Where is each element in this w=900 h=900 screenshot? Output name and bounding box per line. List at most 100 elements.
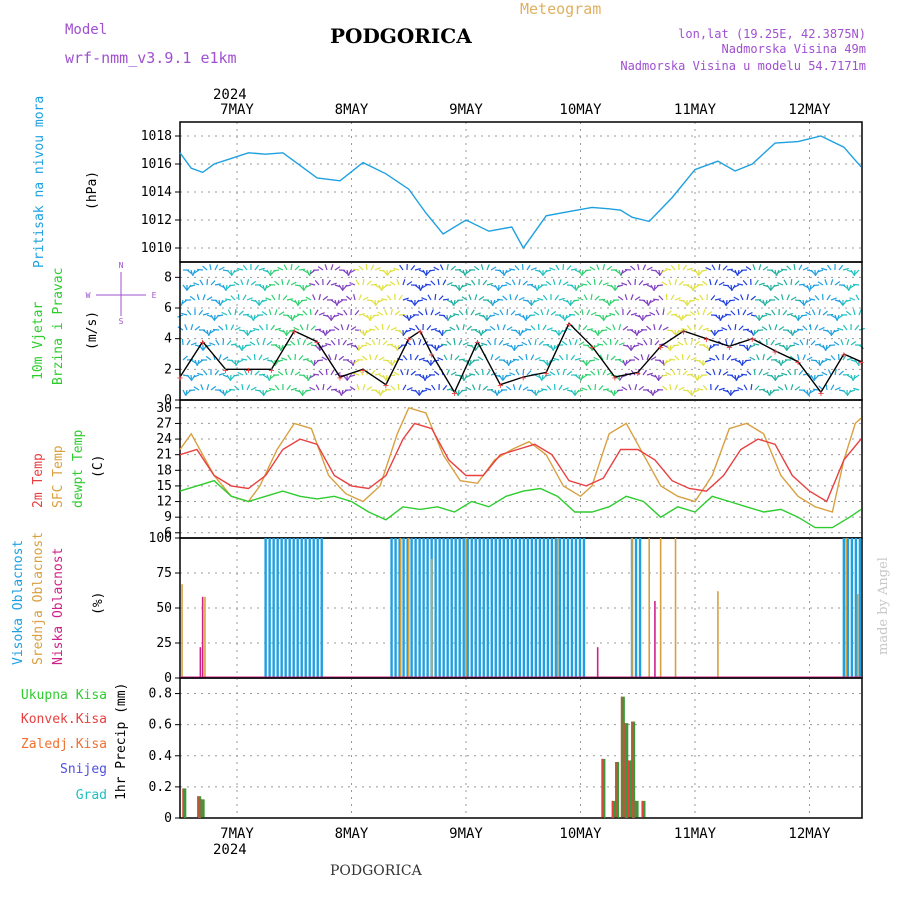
- wind-arrow-mark: [326, 314, 332, 321]
- cloud-ylabel-mid: Srednja Oblacnost: [31, 532, 46, 665]
- wind-arrow-mark: [237, 371, 244, 376]
- wind-arrow-mark: [382, 340, 388, 346]
- compass-east: E: [152, 291, 157, 300]
- wind-arrow-mark: [842, 389, 848, 395]
- wind-arrow-mark: [225, 323, 228, 331]
- cloud-ylabel-high: Visoka Oblacnost: [11, 540, 26, 665]
- wind-arrow-mark: [587, 384, 592, 391]
- wind-arrow-mark: [290, 340, 296, 346]
- wind-arrow-mark: [825, 383, 828, 391]
- wind-arrow-mark: [633, 355, 640, 361]
- wind-arrow-mark: [558, 314, 565, 320]
- wind-arrow-mark: [321, 344, 328, 348]
- wind-arrow-mark: [638, 314, 643, 321]
- wind-arrow-mark: [806, 284, 811, 291]
- wind-arrow-mark: [384, 388, 392, 391]
- wind-arrow-mark: [349, 374, 356, 378]
- wind-arrow-mark: [662, 385, 668, 391]
- wind-arrow-mark: [754, 385, 760, 391]
- wind-arrow-mark: [730, 284, 733, 292]
- wind-arrow-mark: [709, 357, 716, 361]
- wind-arrow-mark: [330, 388, 338, 391]
- wind-arrow-mark: [562, 263, 565, 271]
- wind-arrow-mark: [358, 329, 364, 335]
- wind-arrow-mark: [602, 340, 608, 346]
- wind-arrow-mark: [302, 339, 307, 346]
- wind-arrow-mark: [306, 341, 313, 346]
- wind-arrow-mark: [374, 299, 377, 307]
- wind-arrow-mark: [737, 308, 740, 316]
- wind-arrow-mark: [624, 359, 628, 366]
- wind-arrow-mark: [531, 299, 536, 306]
- wind-arrow-mark: [514, 265, 520, 271]
- wind-arrow-mark: [446, 299, 453, 304]
- wind-arrow-mark: [777, 386, 784, 391]
- wind-arrow-mark: [602, 314, 605, 322]
- wind-arrow-mark: [518, 355, 524, 361]
- wind-arrow-mark: [450, 299, 455, 306]
- wind-arrow-mark: [799, 339, 804, 346]
- wind-arrow-mark: [214, 264, 219, 271]
- wind-arrow-mark: [558, 279, 562, 286]
- wind-arrow-mark: [226, 340, 232, 346]
- wind-arrow-mark: [787, 369, 792, 376]
- series-line: [179, 479, 862, 529]
- wind-arrow-mark: [702, 280, 708, 286]
- wind-arrow-mark: [209, 263, 212, 271]
- wind-panel: 0 2 4 6 8 + + + + + + + + + + + + + + + + + + + + + + + + + + + + + + + +: [164, 261, 865, 408]
- wind-arrow-mark: [253, 353, 256, 361]
- wind-arrow-mark: [303, 284, 308, 291]
- wind-arrow-mark: [733, 296, 740, 301]
- wind-arrow-mark: [181, 312, 188, 316]
- wind-arrow-mark: [674, 279, 678, 286]
- wind-arrow-mark: [568, 313, 576, 316]
- wind-arrow-mark: [342, 339, 347, 346]
- wind-arrow-mark: [715, 354, 720, 361]
- wind-arrow-mark: [817, 269, 824, 273]
- wind-arrow-mark: [293, 326, 300, 331]
- wind-arrow-mark: [724, 313, 732, 316]
- wind-arrow-mark: [368, 328, 376, 331]
- wind-arrow-mark: [190, 359, 197, 364]
- wind-arrow-mark: [750, 383, 753, 391]
- wind-arrow-mark: [394, 310, 400, 316]
- wind-arrow-mark: [805, 311, 812, 316]
- wind-arrow-mark: [577, 284, 584, 289]
- wind-arrow-mark: [258, 284, 265, 290]
- wind-arrow-mark: [465, 269, 472, 275]
- wind-arrow-mark: [281, 279, 284, 286]
- wind-arrow-mark: [346, 269, 349, 276]
- wind-arrow-mark: [346, 324, 350, 331]
- wind-arrow-mark: [582, 325, 588, 331]
- wind-arrow-mark: [393, 371, 400, 376]
- wind-arrow-mark: [509, 372, 516, 376]
- wind-arrow-mark: [758, 264, 762, 271]
- wind-speed-marker: +: [245, 365, 251, 376]
- wind-arrow-mark: [819, 359, 824, 366]
- wind-arrow-mark: [458, 358, 466, 361]
- wind-arrow-mark: [678, 386, 685, 391]
- wind-arrow-mark: [653, 389, 660, 394]
- wind-arrow-mark: [419, 389, 424, 396]
- wind-arrow-mark: [437, 357, 444, 361]
- wind-arrow-mark: [489, 314, 496, 318]
- top-day-label: 10MAY: [559, 102, 602, 118]
- wind-arrow-mark: [403, 329, 408, 336]
- wind-arrow-mark: [596, 264, 600, 271]
- wind-arrow-mark: [514, 329, 520, 335]
- wind-arrow-mark: [738, 325, 744, 331]
- wind-arrow-mark: [599, 354, 604, 361]
- wind-arrow-mark: [338, 355, 345, 361]
- wind-arrow-mark: [581, 387, 588, 391]
- wind-arrow-mark: [845, 310, 852, 316]
- wind-arrow-mark: [409, 314, 416, 319]
- wind-speed-marker: +: [474, 338, 480, 349]
- year-bottom: 2024: [213, 842, 247, 858]
- wind-arrow-mark: [322, 383, 325, 391]
- wind-arrow-mark: [324, 329, 328, 336]
- wind-arrow-mark: [552, 344, 556, 351]
- wind-arrow-mark: [594, 329, 599, 336]
- wind-arrow-mark: [193, 386, 200, 391]
- precip-conv-bar: [197, 796, 199, 818]
- wind-arrow-mark: [513, 344, 516, 352]
